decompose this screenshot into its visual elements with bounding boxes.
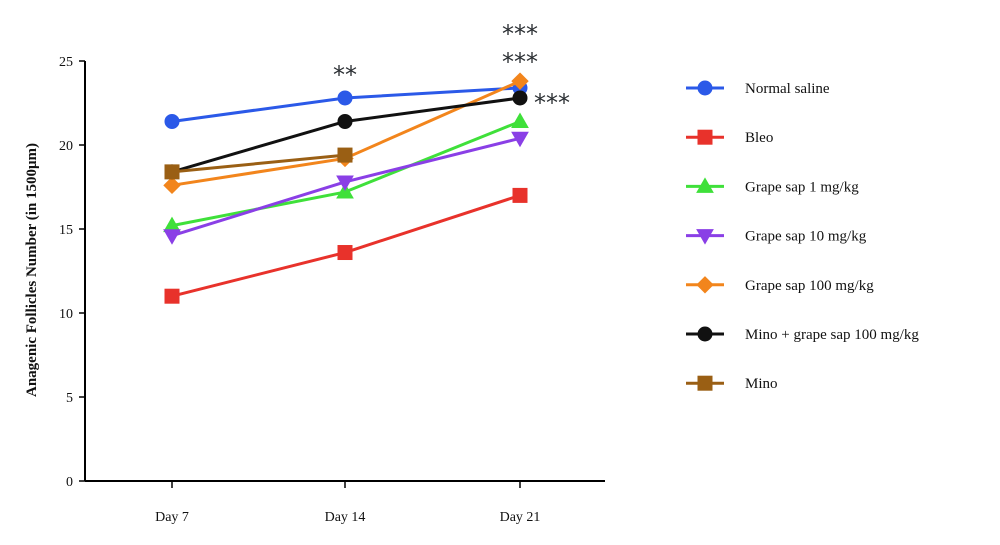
data-point [511,112,529,128]
y-tick-label: 25 [59,55,73,70]
legend-label: Mino + grape sap 100 mg/kg [745,327,919,343]
legend-item: Grape sap 100 mg/kg [686,276,874,294]
y-tick-label: 0 [66,475,73,490]
legend-item: Bleo [686,129,773,146]
legend-marker [696,276,714,294]
significance-mark: *** [534,89,570,117]
data-point [512,187,528,203]
significance-mark: *** [502,20,538,48]
x-tick-label: Day 14 [325,510,366,525]
legend-label: Grape sap 10 mg/kg [745,229,867,245]
series-line [171,153,346,174]
series-1 [164,187,528,304]
legend-marker [697,129,713,145]
legend-item: Grape sap 10 mg/kg [686,229,867,245]
plot-area [163,72,529,304]
y-tick-label: 10 [59,307,73,322]
legend-marker [697,326,713,342]
data-point [337,90,353,106]
y-axis-ticks: 0 5 10 15 20 25 [59,55,85,490]
series-3 [163,131,529,245]
significance-mark: ** [333,61,357,89]
significance-mark: *** [502,48,538,76]
y-tick-label: 15 [59,223,73,238]
data-point [336,175,354,191]
x-tick-label: Day 21 [500,510,541,525]
series-6 [164,147,353,180]
legend-item: Mino [686,375,778,392]
data-point [163,229,181,245]
data-point [511,72,529,90]
legend-label: Grape sap 100 mg/kg [745,278,874,294]
data-point [337,147,353,163]
legend-item: Normal saline [686,80,830,97]
legend-marker [697,375,713,391]
legend-label: Grape sap 1 mg/kg [745,179,859,195]
legend: Normal saline Bleo Grape sap 1 mg/kg Grape … [686,80,919,392]
legend-marker [697,80,713,96]
legend-item: Grape sap 1 mg/kg [686,177,859,195]
data-point [337,113,353,129]
data-point [511,131,529,148]
data-point [164,113,180,129]
data-point [337,245,353,261]
series-line [171,120,521,228]
legend-item: Mino + grape sap 100 mg/kg [686,326,919,343]
legend-marker [696,177,714,193]
data-point [164,164,180,180]
data-point [512,90,528,106]
data-point [336,183,354,199]
series-2 [163,112,529,233]
data-point [163,176,181,195]
significance-annotations: *********** [333,20,570,117]
y-tick-label: 20 [59,139,73,154]
legend-label: Mino [745,376,778,392]
legend-label: Bleo [745,130,773,146]
data-point [164,288,180,304]
x-tick-label: Day 7 [155,510,189,525]
y-tick-label: 5 [66,391,73,406]
legend-marker [696,229,714,245]
legend-label: Normal saline [745,81,830,97]
x-axis-ticks: Day 7 Day 14 Day 21 [155,481,540,525]
y-axis-title: Anagenic Follicles Number (in 1500μm) [24,143,40,397]
